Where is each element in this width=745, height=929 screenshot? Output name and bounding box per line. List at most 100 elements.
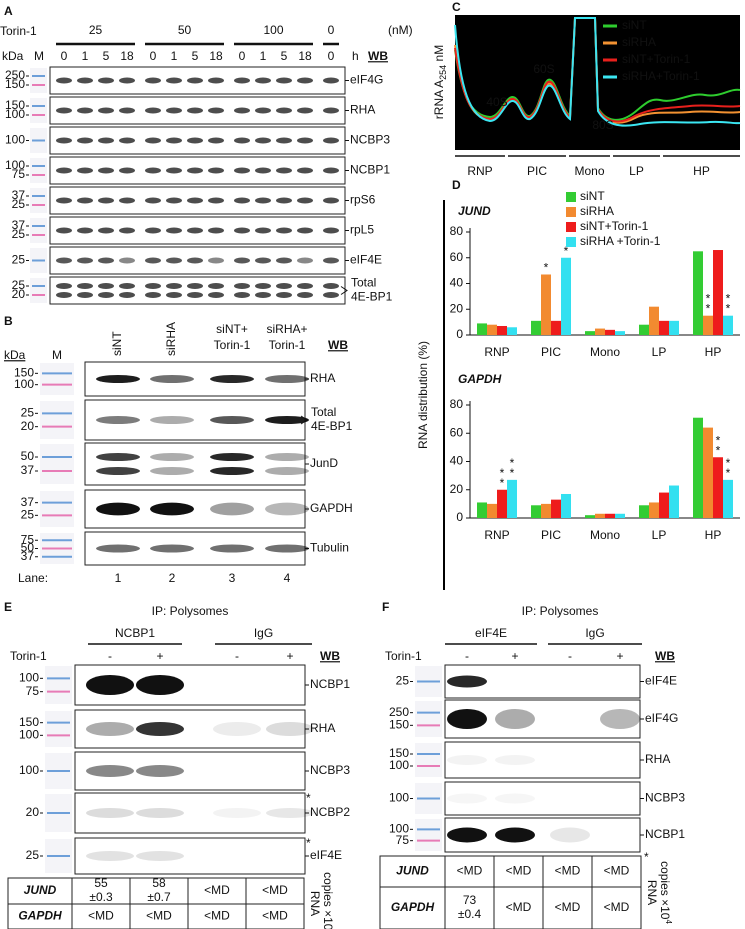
bar: [649, 502, 659, 518]
panel-letter: E: [4, 600, 12, 614]
band: [136, 808, 184, 818]
ladder: [45, 711, 72, 747]
band: [119, 167, 135, 174]
protein-label: rpS6: [350, 193, 376, 207]
band: [297, 197, 313, 204]
band: [208, 292, 224, 298]
bar: [639, 324, 649, 335]
band: [210, 467, 254, 475]
band: [77, 227, 93, 234]
ladder: [30, 188, 47, 213]
significance: * *: [726, 292, 731, 316]
brace: [300, 415, 308, 425]
band: [86, 808, 134, 818]
band: [166, 167, 182, 174]
y-tick-label: 60: [450, 250, 464, 264]
bar: [487, 503, 497, 518]
bar: [693, 417, 703, 518]
unit-label: RNA: [645, 880, 659, 905]
band: [145, 77, 161, 84]
bar: [561, 257, 571, 335]
marker-label: 20: [26, 805, 40, 819]
dose-label: 50: [178, 23, 192, 37]
band: [208, 197, 224, 204]
bar: [703, 427, 713, 518]
band: [323, 107, 339, 114]
sign: +: [156, 649, 163, 663]
peak-label: 60S: [533, 62, 554, 76]
x-tick-label: Mono: [590, 528, 620, 542]
band: [187, 257, 203, 264]
band: [77, 137, 93, 144]
band: [96, 453, 140, 461]
marker-label: 25: [12, 253, 26, 267]
protein-label: 4E-BP1: [311, 419, 353, 433]
y-tick-label: 20: [450, 482, 464, 496]
bar: [693, 251, 703, 335]
band: [145, 283, 161, 289]
peak-label: 80S: [592, 118, 613, 132]
marker-label: 37: [12, 188, 26, 202]
fraction-label: Mono: [574, 164, 604, 178]
table-value: <MD: [604, 864, 630, 878]
star: *: [306, 836, 311, 850]
protein-label: NCBP3: [350, 133, 390, 147]
fraction-label: RNP: [467, 164, 492, 178]
protein-label: RHA: [310, 721, 335, 735]
band: [265, 375, 309, 383]
table-value: <MD: [88, 909, 114, 923]
marker-label: 250: [389, 705, 409, 719]
sign: -: [108, 649, 112, 663]
ladder: [40, 491, 74, 527]
sign: +: [511, 649, 518, 663]
bar: [487, 324, 497, 335]
table-cell: [187, 903, 247, 929]
band: [210, 453, 254, 461]
ladder: [40, 363, 74, 395]
band: [187, 137, 203, 144]
x-tick-label: RNP: [484, 528, 509, 542]
marker-label: 150: [389, 718, 409, 732]
significance: *: [564, 244, 569, 258]
curve-sint-torin: [454, 17, 741, 123]
lane-label: siRHA: [164, 322, 178, 356]
star: *: [510, 456, 515, 470]
lane-number: 3: [229, 571, 236, 585]
band: [96, 467, 140, 475]
protein-label: eIF4E: [645, 674, 677, 688]
lane-number: 4: [284, 571, 291, 585]
legend-label: siNT: [580, 189, 605, 203]
star: *: [726, 302, 731, 316]
significance: * *: [706, 292, 711, 316]
band: [56, 77, 72, 84]
table-cell: [444, 855, 495, 888]
marker-label: 100: [19, 763, 39, 777]
band: [265, 453, 309, 461]
protein-label: Total: [351, 276, 376, 290]
band: [234, 77, 250, 84]
table-value: <MD: [506, 900, 532, 914]
protein-label: RHA: [310, 371, 335, 385]
band: [255, 197, 271, 204]
protein-label: NCBP1: [645, 827, 685, 841]
marker-label: 25: [396, 674, 410, 688]
marker-label: 20: [21, 419, 35, 433]
star: *: [726, 456, 731, 470]
band: [145, 292, 161, 298]
legend-swatch: [566, 237, 576, 247]
legend-label: siRHA +Torin-1: [580, 234, 661, 248]
band: [98, 167, 114, 174]
band: [255, 227, 271, 234]
star: *: [564, 244, 569, 258]
time-label: 1: [260, 49, 267, 63]
sign: -: [465, 649, 469, 663]
band: [136, 722, 184, 736]
band: [600, 709, 640, 729]
band: [77, 292, 93, 298]
sign: -: [568, 649, 572, 663]
ladder: [40, 444, 74, 484]
band: [56, 257, 72, 264]
ladder: [30, 98, 47, 123]
band: [234, 227, 250, 234]
